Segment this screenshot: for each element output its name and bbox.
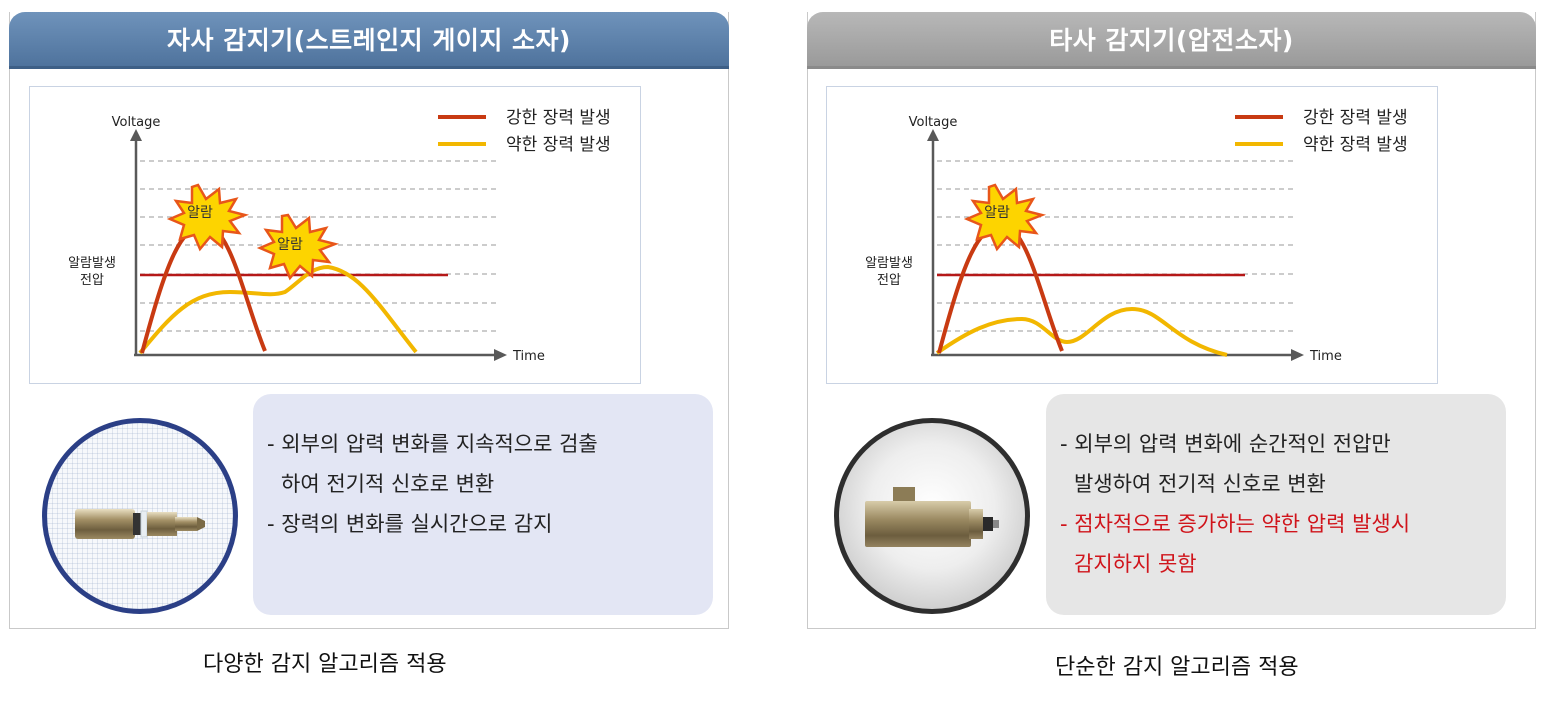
- left-bullet-1-line2: 하여 전기적 신호로 변환: [281, 472, 495, 496]
- piezo-sensor-image: [834, 418, 1030, 614]
- right-bullet-1-line2: 발생하여 전기적 신호로 변환: [1074, 472, 1326, 496]
- left-panel-title: 자사 감지기(스트레인지 게이지 소자): [9, 12, 729, 69]
- right-x-label: Time: [1309, 349, 1342, 364]
- right-bullet-1-line1: - 외부의 압력 변화에 순간적인 전압만: [1060, 432, 1391, 456]
- right-info-box: - 외부의 압력 변화에 순간적인 전압만 발생하여 전기적 신호로 변환 - …: [1046, 394, 1506, 615]
- left-y-arrow: [130, 129, 142, 141]
- right-threshold-label-2: 전압: [877, 273, 901, 288]
- right-chart: 알람 Voltage Time 알람발생 전압 강한 장력 발생 약한 장력 발…: [826, 86, 1438, 384]
- left-x-arrow: [494, 349, 507, 361]
- right-y-arrow: [927, 129, 939, 141]
- left-alarm-burst-1: [166, 183, 250, 252]
- right-alarm-burst-1: [963, 183, 1047, 252]
- right-panel-title: 타사 감지기(압전소자): [807, 12, 1536, 69]
- right-x-arrow: [1291, 349, 1304, 361]
- left-alarm-burst-2: [256, 213, 340, 281]
- left-caption: 다양한 감지 알고리즘 적용: [203, 652, 447, 677]
- left-chart-svg: 알람 알람 Voltage Time 알람발생 전압 강한 장력 발생 약한 장…: [68, 108, 611, 364]
- left-threshold-label-2: 전압: [80, 273, 104, 288]
- left-panel: 자사 감지기(스트레인지 게이지 소자): [9, 12, 729, 629]
- strain-gauge-sensor-drawing: [75, 509, 205, 539]
- right-panel: 타사 감지기(압전소자) 알람: [807, 12, 1536, 629]
- left-bullet-2-line1: - 장력의 변화를 실시간으로 감지: [267, 512, 553, 536]
- left-bullet-1-line1: - 외부의 압력 변화를 지속적으로 검출: [267, 432, 598, 456]
- left-alarm-label-1: 알람: [187, 205, 213, 221]
- left-threshold-label-1: 알람발생: [68, 256, 116, 271]
- left-info-box: - 외부의 압력 변화를 지속적으로 검출 하여 전기적 신호로 변환 - 장력…: [253, 394, 713, 615]
- right-bullet-2-line1: - 점차적으로 증가하는 약한 압력 발생시: [1060, 512, 1411, 536]
- left-legend-strong-label: 강한 장력 발생: [506, 108, 611, 128]
- right-threshold-label-1: 알람발생: [865, 256, 913, 271]
- piezo-sensor-drawing: [865, 487, 999, 547]
- right-bullet-2-line2: 감지하지 못함: [1074, 552, 1197, 576]
- strain-gauge-sensor-image: [42, 418, 238, 614]
- right-legend-strong-label: 강한 장력 발생: [1303, 108, 1408, 128]
- right-alarm-label-1: 알람: [984, 205, 1010, 221]
- right-chart-svg: 알람 Voltage Time 알람발생 전압 강한 장력 발생 약한 장력 발…: [865, 108, 1408, 364]
- left-weak-curve: [138, 264, 418, 355]
- right-y-label: Voltage: [909, 115, 958, 130]
- left-chart: 알람 알람 Voltage Time 알람발생 전압 강한 장력 발생 약한 장…: [29, 86, 641, 384]
- right-caption: 단순한 감지 알고리즘 적용: [1055, 655, 1299, 680]
- left-alarm-label-2: 알람: [277, 237, 303, 253]
- left-y-label: Voltage: [112, 115, 161, 130]
- right-weak-curve: [935, 306, 1228, 357]
- right-legend-weak-label: 약한 장력 발생: [1303, 135, 1408, 155]
- left-legend-weak-label: 약한 장력 발생: [506, 135, 611, 155]
- left-x-label: Time: [512, 349, 545, 364]
